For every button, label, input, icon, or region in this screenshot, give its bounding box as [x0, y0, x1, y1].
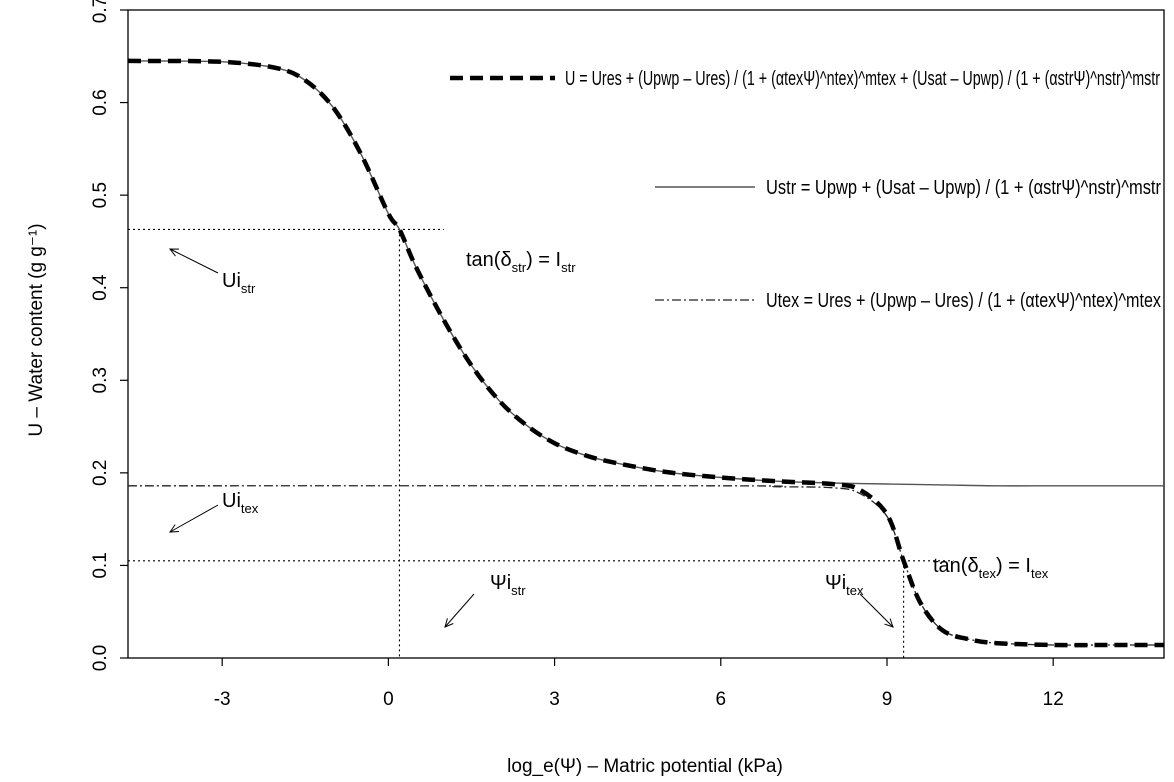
x-tick-label: 9: [882, 689, 893, 710]
x-tick-label: 6: [716, 689, 727, 710]
y-tick-label: 0.2: [90, 460, 111, 486]
annotation-arrows: [168, 248, 894, 628]
series-line-total: [127, 58, 1164, 648]
ui-tex-arrow: [169, 504, 219, 533]
psi-i-tex-arrow: [859, 593, 894, 628]
psi-i-str-arrow: [444, 593, 475, 628]
x-tick-label: 0: [383, 689, 394, 710]
y-tick-label: 0.0: [90, 645, 111, 671]
series-line-structural: [127, 60, 1164, 487]
psi-i-tex-label: Ψitex: [825, 572, 864, 598]
x-tick-label: 3: [549, 689, 560, 710]
x-axis-title: log_e(Ψ) – Matric potential (kPa): [507, 756, 783, 777]
y-tick-label: 0.4: [90, 274, 111, 301]
ui-tex-label: Uitex: [222, 490, 259, 516]
legend: U = Ures + (Upwp – Ures) / (1 + (αtexΨ)^…: [450, 68, 1161, 312]
legend-equation-total: U = Ures + (Upwp – Ures) / (1 + (αtexΨ)^…: [565, 68, 1160, 90]
psi-i-str-label: Ψistr: [490, 572, 526, 598]
psi-i-tex-arrow-head: [884, 618, 894, 628]
x-tick-label: -3: [214, 689, 231, 710]
y-tick-label: 0.6: [90, 89, 111, 115]
ui-tex-arrow-head: [168, 524, 180, 533]
legend-equation-structural: Ustr = Upwp + (Usat – Upwp) / (1 + (αstr…: [766, 177, 1161, 199]
y-tick-label: 0.3: [90, 367, 111, 393]
series-group: [127, 58, 1164, 648]
y-tick-label: 0.1: [90, 552, 111, 578]
plot-frame: [127, 9, 1165, 659]
tan-str-label: tan(δstr) = Istr: [466, 249, 576, 275]
ui-str-arrow: [169, 248, 219, 274]
ui-str-arrow-head: [168, 248, 180, 257]
y-tick-label: 0.7: [90, 0, 111, 23]
inflection-guides: [128, 228, 954, 658]
tan-tex-label: tan(δtex) = Itex: [933, 555, 1049, 581]
legend-equation-textural: Utex = Ures + (Upwp – Ures) / (1 + (αtex…: [766, 290, 1161, 312]
y-axis-title: U – Water content (g g⁻¹): [26, 223, 47, 436]
y-tick-label: 0.5: [90, 182, 111, 208]
ui-str-label: Uistr: [222, 270, 256, 296]
x-tick-label: 12: [1043, 689, 1064, 710]
y-axis: 0.0 0.1 0.2 0.3 0.4 0.5 0.6 0.7: [90, 0, 128, 671]
psi-i-str-arrow-head: [444, 618, 454, 628]
x-axis: -3 0 3 6 9 12: [214, 658, 1064, 710]
